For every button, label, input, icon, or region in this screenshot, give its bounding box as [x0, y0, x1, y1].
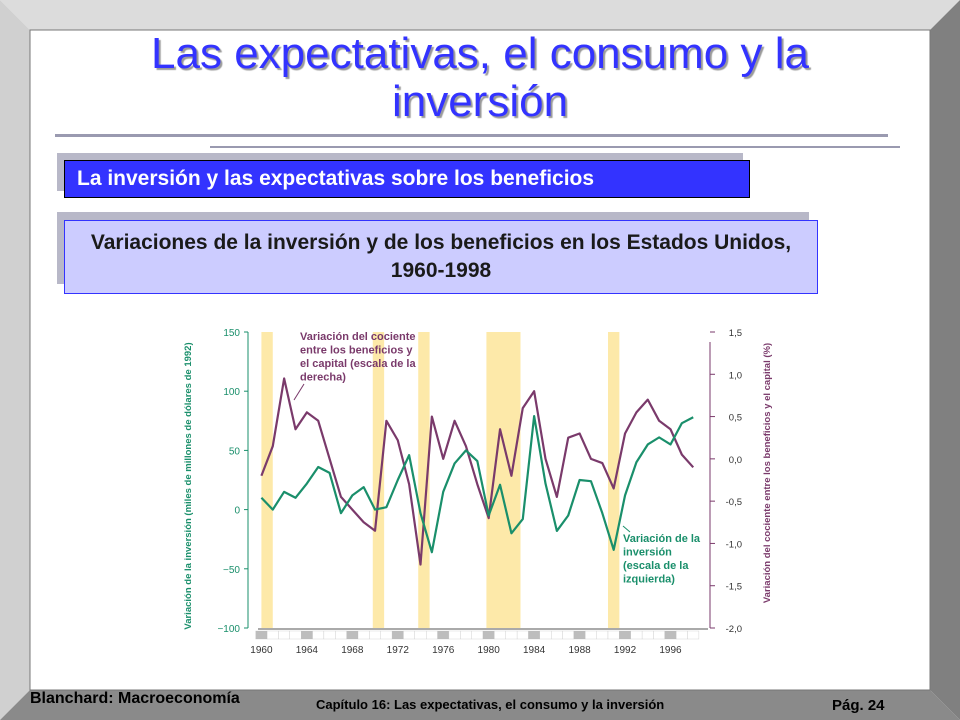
x-axis-year-cell [630, 630, 643, 640]
right-tick-label: 0,5 [729, 413, 742, 424]
x-axis-year-cell [653, 630, 665, 640]
x-axis-year-cell [664, 630, 677, 640]
x-axis-year-cell [505, 630, 518, 640]
x-axis-year-cell [596, 630, 609, 640]
right-tick-label: -2,0 [726, 624, 742, 635]
right-tick-label: -1,0 [726, 539, 742, 550]
footer-chapter: Capítulo 16: Las expectativas, el consum… [316, 697, 665, 712]
x-axis-ticks: 1960 1964 1968 1972 1976 1980 1984 1988 1992 1996 [250, 630, 700, 656]
x-tick-label: 1988 [568, 645, 591, 656]
x-axis-year-cell [255, 630, 268, 640]
x-axis-year-cell [619, 630, 631, 640]
x-tick-label: 1980 [478, 645, 501, 656]
x-axis-year-cell [312, 630, 325, 640]
x-tick-label: 1996 [659, 645, 682, 656]
x-axis-year-cell [346, 630, 359, 640]
x-tick-label: 1976 [432, 645, 455, 656]
x-axis-year-cell [641, 630, 654, 640]
footer-page-number: Pág. 24 [832, 697, 885, 714]
left-axis-label: Variación de la inversión (miles de mill… [183, 342, 194, 629]
footer-author: Blanchard: Macroeconomía [30, 690, 240, 707]
x-axis-year-cell [380, 630, 393, 640]
recession-band [418, 332, 430, 628]
x-axis-year-cell [482, 630, 495, 640]
x-axis-year-cell [562, 630, 575, 640]
x-axis-year-cell [460, 630, 472, 640]
x-axis-year-cell [551, 630, 563, 640]
recession-band [372, 332, 385, 628]
annotation-profit-pointer [293, 383, 305, 401]
left-tick-label: 100 [223, 387, 240, 398]
x-axis-year-cell [607, 630, 620, 640]
x-axis-year-cell [573, 630, 586, 640]
x-tick-label: 1960 [250, 645, 273, 656]
annotation-investment-pointer [622, 525, 631, 533]
title-divider [55, 134, 888, 137]
right-tick-label: -0,5 [726, 497, 742, 508]
right-tick-label: 0,0 [729, 455, 742, 466]
series-lines [260, 377, 695, 566]
x-axis-year-cell [676, 630, 688, 640]
x-tick-label: 1968 [341, 645, 364, 656]
annotation-investment-series: Variación de la inversión (escala de la izq… [623, 533, 701, 586]
right-axis-label: Variación del cociente entre los benefic… [762, 343, 773, 603]
right-tick-label: 1,0 [729, 370, 742, 381]
dual-axis-line-chart: 1960 1964 1968 1972 1976 1980 1984 1988 1992 1996… [183, 328, 773, 656]
annotations: Variación del cociente entre los benefici… [293, 331, 701, 586]
x-tick-label: 1992 [614, 645, 637, 656]
x-tick-label: 1972 [387, 645, 410, 656]
x-axis-year-cell [357, 630, 370, 640]
slide-title: Las expectativas, el consumo y la invers… [151, 29, 809, 126]
x-axis-year-cell [426, 630, 438, 640]
x-tick-label: 1964 [296, 645, 319, 656]
recession-band [608, 332, 620, 628]
x-axis-year-cell [301, 630, 313, 640]
x-tick-label: 1984 [523, 645, 546, 656]
x-axis-year-cell [323, 630, 336, 640]
recession-bands [261, 332, 620, 628]
chart-title-box: Variaciones de la inversión y de los ben… [64, 220, 818, 294]
left-tick-label: 0 [234, 506, 240, 517]
investment-series-line [260, 414, 694, 554]
x-axis-year-cell [266, 630, 279, 640]
title-divider-secondary [210, 146, 900, 148]
right-axis-ticks: 1,5 1,0 0,5 0,0 -0,5 -1,0 -1,5 -2,0 [710, 328, 742, 635]
x-axis-year-cell [278, 630, 290, 640]
recession-band [486, 332, 521, 628]
x-axis-year-cell [471, 630, 484, 640]
x-axis-year-cell [687, 630, 700, 640]
x-axis-year-cell [369, 630, 381, 640]
x-axis-year-cell [448, 630, 461, 640]
annotation-profit-series: Variación del cociente entre los benefici… [300, 331, 416, 384]
x-axis-year-cell [335, 630, 347, 640]
x-axis-year-cell [539, 630, 552, 640]
left-tick-label: 50 [229, 446, 241, 457]
x-axis-year-cell [494, 630, 506, 640]
x-axis-year-cell [585, 630, 597, 640]
x-axis-year-cell [414, 630, 427, 640]
subtitle-box: La inversión y las expectativas sobre lo… [64, 160, 750, 198]
x-axis-year-cell [528, 630, 540, 640]
x-axis-year-cell [391, 630, 404, 640]
x-axis-year-cell [516, 630, 529, 640]
left-axis-ticks: 150 100 50 0 −50 −100 [217, 328, 248, 635]
left-tick-label: −50 [223, 565, 240, 576]
right-tick-label: 1,5 [729, 328, 742, 339]
x-axis-year-cell [437, 630, 450, 640]
profit-ratio-series-line [260, 377, 695, 566]
recession-band [261, 332, 273, 628]
left-tick-label: 150 [223, 328, 240, 339]
axes [247, 332, 711, 630]
left-tick-label: −100 [217, 624, 240, 635]
x-axis-year-cell [289, 630, 302, 640]
x-axis-year-cell [403, 630, 415, 640]
right-tick-label: -1,5 [726, 582, 742, 593]
